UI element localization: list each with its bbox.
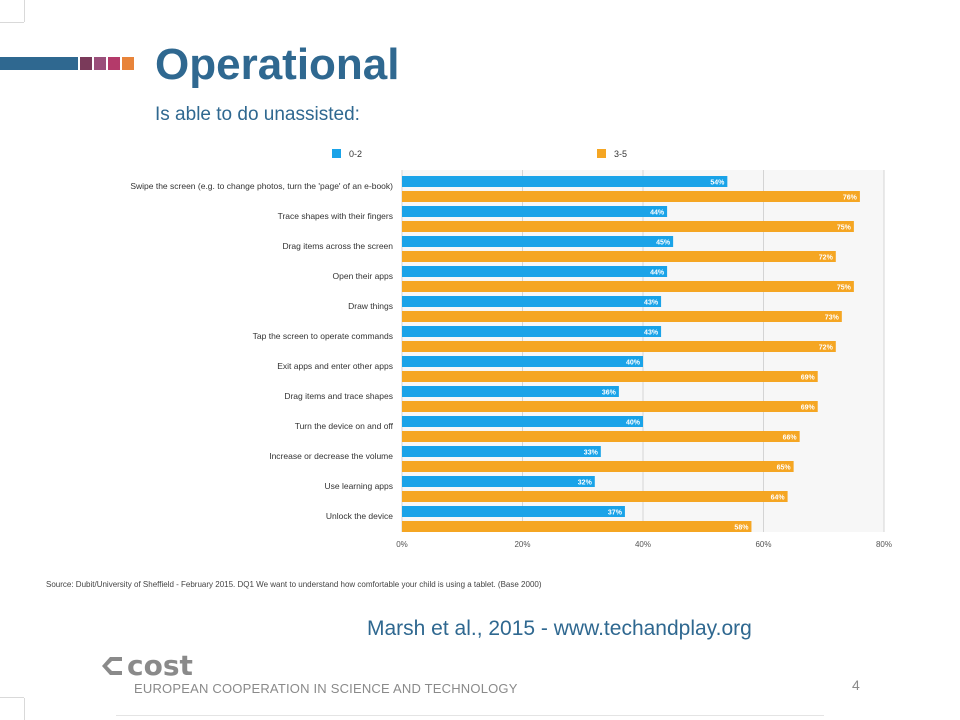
bar [402, 251, 836, 262]
corner-mark-bottom-left [24, 698, 25, 720]
bar-value-label: 54% [710, 180, 725, 187]
bar [402, 296, 662, 307]
citation: Marsh et al., 2015 - www.techandplay.org [367, 617, 752, 640]
stripe-segment [94, 57, 106, 70]
corner-mark-bottom-left-h [0, 697, 24, 698]
bar-value-label: 72% [819, 345, 834, 352]
bar-value-label: 44% [650, 210, 665, 217]
bar-value-label: 43% [644, 300, 659, 307]
category-label: Exit apps and enter other apps [277, 361, 393, 371]
x-tick-label: 80% [876, 540, 892, 549]
page-number: 4 [852, 677, 860, 693]
category-label: Swipe the screen (e.g. to change photos,… [130, 181, 393, 191]
bar-value-label: 73% [825, 315, 840, 322]
category-label: Unlock the device [326, 511, 393, 521]
bar-value-label: 40% [626, 420, 641, 427]
legend-swatch [332, 149, 341, 158]
category-label: Increase or decrease the volume [269, 451, 393, 461]
bar-value-label: 65% [777, 465, 792, 472]
bar [402, 176, 728, 187]
stripe-segment [122, 57, 134, 70]
bar-value-label: 76% [843, 195, 858, 202]
bar [402, 341, 836, 352]
bar [402, 491, 788, 502]
category-label: Open their apps [333, 271, 393, 281]
logo-wordmark: cost [127, 653, 193, 679]
corner-mark-top-left-h [0, 22, 24, 23]
stripe-segment [0, 57, 78, 70]
bar-chart: 0% 20% 40% 60% 80% 0-2 3-5 Swipe the screen (e.… [130, 149, 892, 549]
bar-value-label: 32% [578, 480, 593, 487]
bar-value-label: 44% [650, 270, 665, 277]
footer-divider [116, 715, 824, 716]
slide-title: Operational [155, 40, 400, 89]
stripe-segment [108, 57, 120, 70]
bar-value-label: 43% [644, 330, 659, 337]
bar [402, 266, 668, 277]
bar [402, 386, 619, 397]
category-label: Turn the device on and off [295, 421, 394, 431]
bar [402, 326, 662, 337]
bar-value-label: 75% [837, 285, 852, 292]
bar [402, 281, 854, 292]
bar [402, 431, 800, 442]
bar [402, 371, 818, 382]
category-label: Trace shapes with their fingers [278, 211, 393, 221]
category-label: Use learning apps [324, 481, 393, 491]
stripe-segment [80, 57, 92, 70]
organization-name: EUROPEAN COOPERATION IN SCIENCE AND TECH… [134, 681, 518, 696]
category-label: Drag items and trace shapes [284, 391, 393, 401]
bar [402, 506, 625, 517]
bar [402, 206, 668, 217]
bar [402, 401, 818, 412]
chart-source: Source: Dubit/University of Sheffield - … [46, 580, 542, 589]
bar [402, 221, 854, 232]
legend-swatch [597, 149, 606, 158]
bar [402, 476, 595, 487]
bar-value-label: 64% [771, 495, 786, 502]
bar-value-label: 45% [656, 240, 671, 247]
bar [402, 236, 674, 247]
corner-mark-top-left [24, 0, 25, 22]
legend-label: 3-5 [614, 149, 627, 159]
category-label: Tap the screen to operate commands [253, 331, 393, 341]
bar-value-label: 69% [801, 405, 816, 412]
bar-value-label: 40% [626, 360, 641, 367]
slide-subtitle: Is able to do unassisted: [155, 104, 360, 125]
bar-value-label: 37% [608, 510, 623, 517]
bar-value-label: 33% [584, 450, 599, 457]
bar-value-label: 36% [602, 390, 617, 397]
bar [402, 461, 794, 472]
legend-label: 0-2 [349, 149, 362, 159]
x-tick-label: 60% [755, 540, 771, 549]
bar [402, 521, 752, 532]
cost-logo: cost [100, 649, 230, 684]
cost-logo-icon: cost [102, 649, 193, 682]
bar [402, 191, 860, 202]
bar-value-label: 72% [819, 255, 834, 262]
bar-value-label: 58% [734, 525, 749, 532]
bar-value-label: 66% [783, 435, 798, 442]
bar [402, 356, 643, 367]
bar [402, 446, 601, 457]
bar-value-label: 69% [801, 375, 816, 382]
x-tick-label: 20% [514, 540, 530, 549]
bar [402, 311, 842, 322]
bar [402, 416, 643, 427]
x-tick-label: 0% [396, 540, 408, 549]
x-tick-label: 40% [635, 540, 651, 549]
category-label: Drag items across the screen [282, 241, 393, 251]
bar-value-label: 75% [837, 225, 852, 232]
category-label: Draw things [348, 301, 393, 311]
